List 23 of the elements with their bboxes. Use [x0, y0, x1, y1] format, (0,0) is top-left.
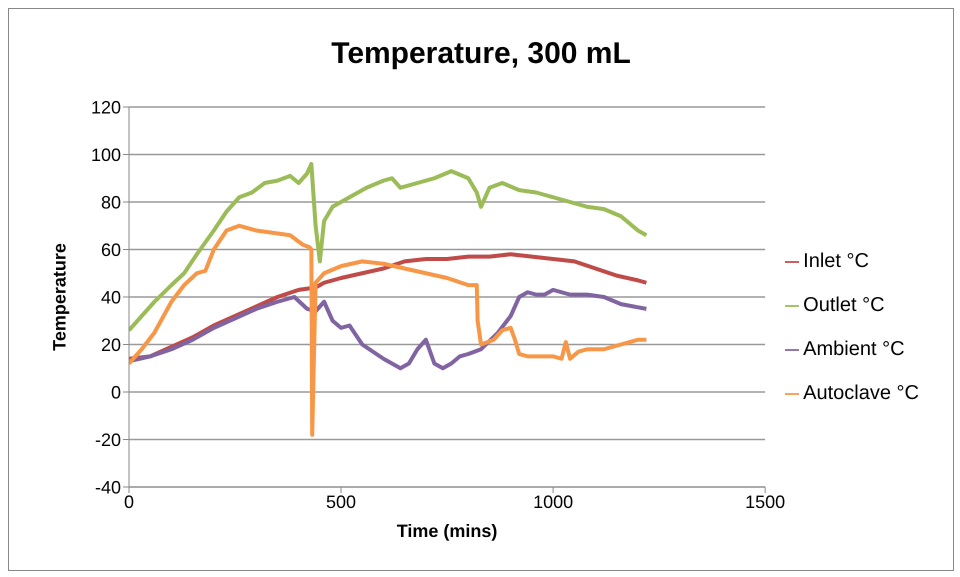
y-tick-label: -20 [94, 430, 121, 450]
y-tick-label: -40 [94, 477, 121, 498]
y-tick-label: 40 [100, 287, 121, 308]
x-tick-label: 500 [326, 492, 356, 512]
x-axis-title: Time (mins) [396, 521, 498, 541]
x-tick-label: 0 [124, 492, 134, 512]
y-tick-label: 60 [100, 240, 121, 260]
line-series [129, 162, 648, 332]
y-tick-label: 80 [100, 192, 121, 212]
y-tick-label: 120 [90, 97, 121, 118]
y-tick-label: 20 [100, 334, 121, 355]
line-series [129, 288, 648, 370]
chart-title: Temperature, 300 mL [330, 36, 632, 72]
legend-label: Ambient °C [803, 338, 905, 360]
y-tick-label: 100 [90, 144, 121, 165]
y-tick-label: 0 [110, 382, 121, 402]
x-tick-label: 1500 [745, 492, 786, 512]
x-tick-label: 1000 [533, 492, 574, 512]
legend-label: Inlet °C [803, 250, 869, 272]
legend-label: Outlet °C [803, 294, 885, 316]
y-axis-title: Temperature [49, 243, 70, 351]
legend-label: Autoclave °C [803, 382, 919, 404]
line-series [129, 224, 648, 437]
